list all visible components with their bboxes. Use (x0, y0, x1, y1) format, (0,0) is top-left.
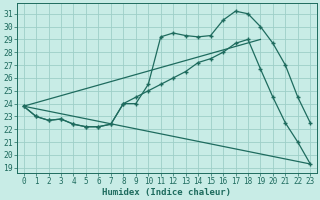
X-axis label: Humidex (Indice chaleur): Humidex (Indice chaleur) (102, 188, 231, 197)
